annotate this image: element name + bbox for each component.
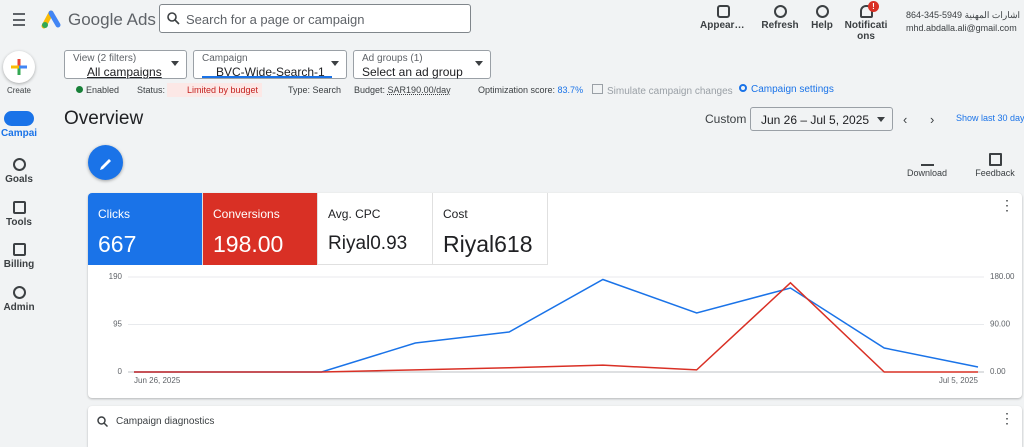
date-range[interactable]: Jun 26 – Jul 5, 2025 xyxy=(750,107,893,131)
filter-value: All campaigns xyxy=(87,65,162,79)
status-value[interactable]: Limited by budget xyxy=(167,83,263,97)
next-range[interactable]: › xyxy=(930,112,935,127)
nav-admin-label: Admin xyxy=(3,302,35,313)
search-box[interactable]: Search for a page or campaign xyxy=(159,4,471,33)
appearance-button[interactable]: Appearance xyxy=(700,2,746,31)
metric-label: Conversions xyxy=(213,207,280,221)
metric-label: Avg. CPC xyxy=(328,207,381,221)
overview-title: Overview xyxy=(64,108,144,129)
nav-billing[interactable]: Billing xyxy=(0,243,38,270)
diagnostics-title: Campaign diagnostics xyxy=(116,416,215,427)
series-line xyxy=(134,278,979,373)
nav-goals-label: Goals xyxy=(5,174,33,185)
optimization: Optimization score: 83.7% xyxy=(478,85,583,95)
simulate-button: Simulate campaign changes xyxy=(592,84,733,97)
filter-label: Campaign xyxy=(202,53,248,64)
edit-button[interactable] xyxy=(88,145,123,180)
metric-value: Riyal618 xyxy=(443,231,533,257)
view-filter[interactable]: View (2 filters) All campaigns xyxy=(64,50,187,79)
adgroup-filter[interactable]: Ad groups (1) Select an ad group xyxy=(353,50,491,79)
help-label: Help xyxy=(811,20,833,31)
x-tick-label: Jul 5, 2025 xyxy=(939,376,979,385)
show-last-button[interactable]: Show last 30 days xyxy=(956,113,1024,123)
y-tick-label: 0 xyxy=(118,367,123,376)
metric-label: Clicks xyxy=(98,207,130,221)
logo xyxy=(41,10,61,29)
series-line xyxy=(134,281,978,373)
diagnostics-menu[interactable]: ⋮ xyxy=(1000,410,1014,426)
diagnostics-card: Campaign diagnostics ⋮ xyxy=(88,406,1022,447)
date-range-text: Jun 26 – Jul 5, 2025 xyxy=(761,113,870,127)
budget-value[interactable]: SAR190.00/day xyxy=(387,85,451,95)
campaign-filter[interactable]: Campaign BVC-Wide-Search-1 xyxy=(193,50,347,79)
create-button[interactable] xyxy=(3,51,35,83)
download-label: Download xyxy=(906,168,948,178)
feedback-label: Feedback xyxy=(975,168,1015,178)
budget-label: Budget: xyxy=(354,85,386,95)
simulate-label: Simulate campaign changes xyxy=(607,86,733,97)
nav-goals[interactable]: Goals xyxy=(0,158,38,185)
chart: 0 95 190 0.00 90.00 180.00 Jun 26, 2025 Jul 5, … xyxy=(109,272,1015,385)
nav-tools-label: Tools xyxy=(6,217,32,228)
account-email: mhd.abdalla.ali@gmail.com xyxy=(906,23,1017,33)
notification-badge: ! xyxy=(868,1,879,12)
nav-admin[interactable]: Admin xyxy=(0,286,38,313)
product-name: Google Ads xyxy=(68,10,156,29)
refresh-label: Refresh xyxy=(761,20,799,31)
menu-button[interactable] xyxy=(13,13,25,26)
filter-value: Select an ad group xyxy=(362,65,463,79)
metric-clicks[interactable]: Clicks 667 xyxy=(88,193,203,265)
settings-label: Campaign settings xyxy=(751,84,834,95)
y2-tick-label: 180.00 xyxy=(990,272,1015,281)
y2-tick-label: 0.00 xyxy=(990,367,1006,376)
help-button[interactable]: Help xyxy=(808,2,836,31)
filter-value: BVC-Wide-Search-1 xyxy=(216,65,325,79)
metric-value: 667 xyxy=(98,231,137,257)
top-bar: Google Ads Search for a page or campaign… xyxy=(0,0,1024,42)
appearance-label: Appearance xyxy=(700,20,746,31)
range-type: Custom xyxy=(705,112,747,126)
metric-cpc[interactable]: Avg. CPC Riyal0.93 xyxy=(318,193,433,265)
notifications-label: Notifications xyxy=(844,20,888,42)
notifications-button[interactable]: Notifications xyxy=(843,2,889,42)
settings-button[interactable]: Campaign settings xyxy=(739,84,834,95)
metric-value: Riyal0.93 xyxy=(328,233,408,254)
filter-label: View (2 filters) xyxy=(73,53,137,64)
prev-range[interactable]: ‹ xyxy=(903,112,908,127)
more-menu[interactable]: ⋮ xyxy=(1000,197,1014,213)
state: Enabled xyxy=(76,85,119,95)
y2-tick-label: 90.00 xyxy=(990,320,1011,329)
refresh-button[interactable]: Refresh xyxy=(760,2,800,31)
account-name: 864-345-5949 اشارات المهنية xyxy=(906,10,1021,20)
y-tick-label: 190 xyxy=(109,272,123,281)
status-label: Status: xyxy=(137,85,166,95)
metric-label: Cost xyxy=(443,207,468,221)
nav-tools[interactable]: Tools xyxy=(0,201,38,228)
budget: Budget: SAR190.00/day xyxy=(354,85,451,95)
metric-conversions[interactable]: Conversions 198.00 xyxy=(203,193,318,265)
optimization-label: Optimization score: xyxy=(478,85,556,95)
metric-cost[interactable]: Cost Riyal618 xyxy=(433,193,548,265)
state-text: Enabled xyxy=(86,85,120,95)
download-button[interactable]: Download xyxy=(900,150,954,178)
x-tick-label: Jun 26, 2025 xyxy=(134,376,181,385)
optimization-value[interactable]: 83.7% xyxy=(557,85,584,95)
filter-label: Ad groups (1) xyxy=(362,53,423,64)
metric-value: 198.00 xyxy=(213,231,284,257)
search-placeholder: Search for a page or campaign xyxy=(186,12,365,27)
nav-create[interactable]: Create xyxy=(6,86,31,95)
nav-billing-label: Billing xyxy=(3,259,35,270)
feedback-button[interactable]: Feedback xyxy=(968,150,1022,178)
y-tick-label: 95 xyxy=(113,320,122,329)
campaign-type: Type: Search xyxy=(288,85,342,95)
